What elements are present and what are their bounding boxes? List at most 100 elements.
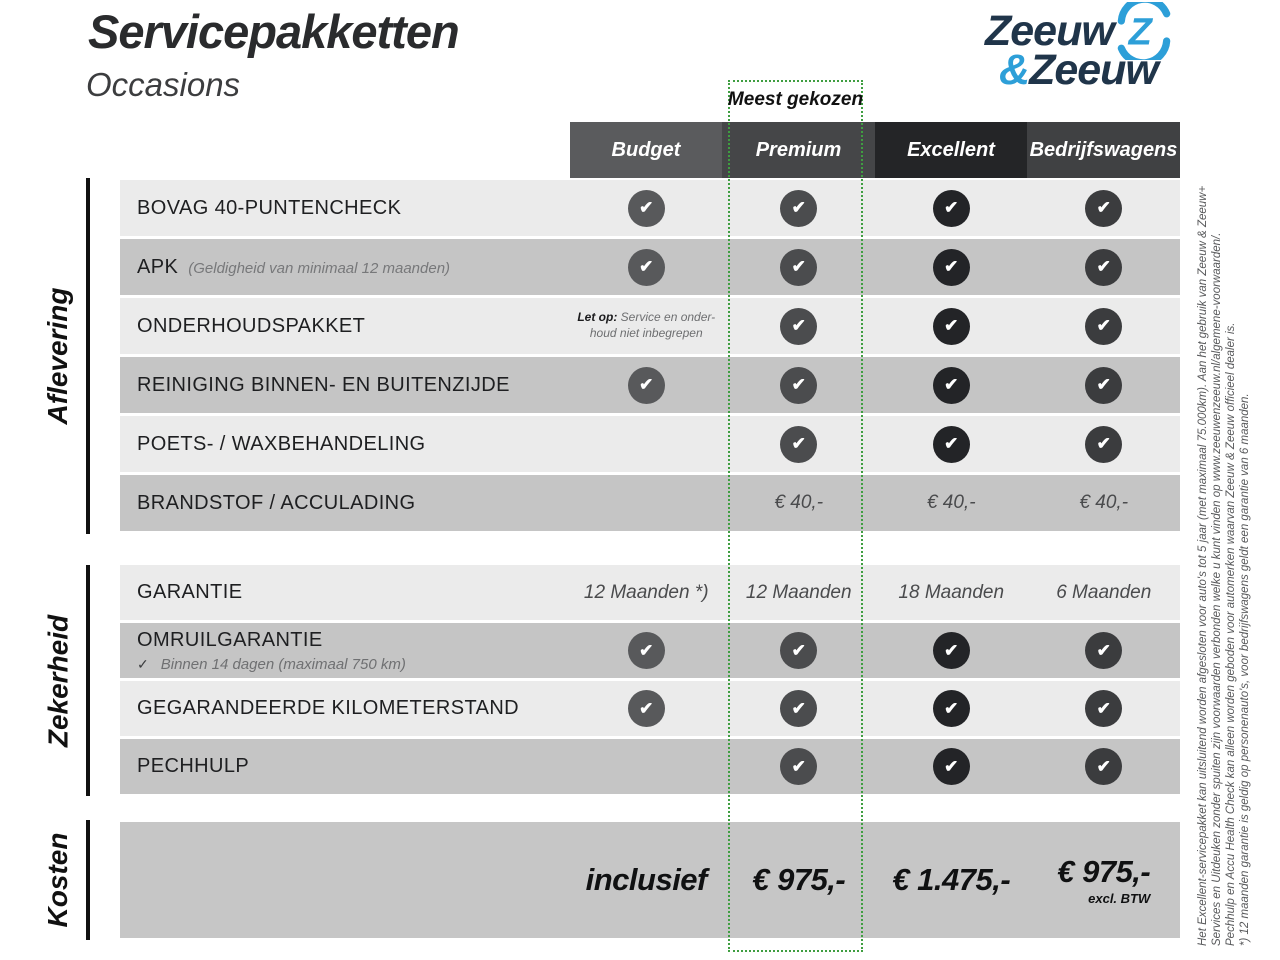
column-header-excellent: Excellent — [875, 122, 1027, 178]
check-cell-excellent: ✔ — [875, 739, 1028, 794]
row-label: BOVAG 40-PUNTENCHECK — [137, 196, 402, 219]
check-icon: ✔ — [780, 366, 818, 404]
check-cell-bedrijfswagens: ✔ — [1028, 239, 1181, 295]
table-row-garantie: GARANTIE 12 Maanden *) 12 Maanden 18 Maa… — [120, 565, 1180, 620]
page-title: Servicepakketten — [88, 5, 460, 58]
check-cell-excellent: ✔ — [875, 357, 1028, 413]
table-row-bovag: BOVAG 40-PUNTENCHECK ✔ ✔ ✔ ✔ — [120, 180, 1180, 236]
check-cell-premium: ✔ — [723, 623, 876, 678]
check-icon: ✔ — [780, 690, 818, 727]
check-cell-bedrijfswagens: ✔ — [1028, 357, 1181, 413]
row-label: PECHHULP — [137, 755, 250, 777]
check-cell-budget: ✔ — [570, 623, 723, 678]
price-cell-budget: inclusief — [585, 862, 708, 897]
value-cell-excellent: 18 Maanden — [898, 581, 1005, 603]
empty-cell-budget — [570, 739, 723, 794]
check-icon: ✓ — [137, 655, 149, 672]
section-label-kosten: Kosten — [42, 832, 73, 928]
section-label-aflevering: Aflevering — [42, 287, 73, 425]
check-cell-premium: ✔ — [723, 739, 876, 794]
page-subtitle: Occasions — [86, 66, 241, 103]
check-icon: ✔ — [932, 248, 970, 286]
check-cell-bedrijfswagens: ✔ — [1028, 739, 1181, 794]
price-note: excl. BTW — [1088, 891, 1151, 906]
section-zekerheid: GARANTIE 12 Maanden *) 12 Maanden 18 Maa… — [120, 565, 1180, 797]
z-swoosh-icon: Z — [1117, 2, 1171, 60]
row-label: GARANTIE — [137, 581, 243, 603]
check-cell-excellent: ✔ — [875, 681, 1028, 736]
check-icon: ✔ — [1085, 248, 1123, 286]
row-label: ONDERHOUDSPAKKET — [137, 314, 366, 337]
row-label: BRANDSTOF / ACCULADING — [137, 491, 416, 514]
table-row-poets: POETS- / WAXBEHANDELING ✔ ✔ ✔ — [120, 416, 1180, 472]
check-icon: ✔ — [1085, 366, 1123, 404]
check-icon: ✔ — [932, 307, 970, 345]
check-icon: ✔ — [780, 189, 818, 227]
note-cell-budget: Let op: Service en onder- houd niet inbe… — [570, 298, 723, 354]
empty-cell-budget — [570, 475, 723, 531]
check-icon: ✔ — [1085, 189, 1123, 227]
check-cell-premium: ✔ — [723, 239, 876, 295]
footnote-line: Het Excellent-servicepakket kan uitsluit… — [1197, 185, 1209, 946]
table-row-apk: APK (Geldigheid van minimaal 12 maanden)… — [120, 239, 1180, 295]
check-cell-premium: ✔ — [723, 357, 876, 413]
logo-word-1: Zeeuw — [985, 6, 1115, 55]
table-row-pechhulp: PECHHULP ✔ ✔ ✔ — [120, 739, 1180, 794]
logo-ampersand: & — [999, 46, 1030, 94]
row-note: (Geldigheid van minimaal 12 maanden) — [188, 259, 451, 277]
table-row-omruilgarantie: OMRUILGARANTIE ✓ Binnen 14 dagen (maxima… — [120, 623, 1180, 678]
check-icon: ✔ — [932, 690, 970, 727]
section-divider-zekerheid — [86, 565, 90, 796]
check-cell-budget: ✔ — [570, 357, 723, 413]
price-cell-bedrijfswagens: € 975,- excl. BTW — [1057, 854, 1151, 906]
check-icon: ✔ — [932, 748, 970, 785]
check-cell-bedrijfswagens: ✔ — [1028, 416, 1181, 472]
check-icon: ✔ — [932, 189, 970, 227]
check-icon: ✔ — [1085, 307, 1123, 345]
check-icon: ✔ — [1085, 632, 1123, 669]
check-cell-premium: ✔ — [723, 416, 876, 472]
price-cell-premium: € 975,- — [752, 862, 846, 897]
check-cell-bedrijfswagens: ✔ — [1028, 298, 1181, 354]
check-cell-bedrijfswagens: ✔ — [1028, 180, 1181, 236]
check-icon: ✔ — [1085, 690, 1123, 727]
check-cell-excellent: ✔ — [875, 239, 1028, 295]
check-cell-excellent: ✔ — [875, 623, 1028, 678]
row-label: APK (Geldigheid van minimaal 12 maanden) — [137, 255, 451, 278]
check-cell-premium: ✔ — [723, 180, 876, 236]
column-header-bedrijfswagens: Bedrijfswagens — [1027, 122, 1180, 178]
check-icon: ✔ — [780, 425, 818, 463]
value-cell-excellent: € 40,- — [926, 492, 976, 513]
price-cell-excellent: € 1.475,- — [892, 862, 1011, 897]
check-icon: ✔ — [780, 248, 818, 286]
check-icon: ✔ — [780, 632, 818, 669]
check-icon: ✔ — [1085, 748, 1123, 785]
section-label-zekerheid: Zekerheid — [42, 614, 74, 748]
row-label: REINIGING BINNEN- EN BUITENZIJDE — [137, 373, 510, 396]
check-icon: ✔ — [780, 307, 818, 345]
value-cell-bedrijfswagens: € 40,- — [1079, 492, 1129, 513]
check-cell-budget: ✔ — [570, 239, 723, 295]
table-row-onderhoudspakket: ONDERHOUDSPAKKET Let op: Service en onde… — [120, 298, 1180, 354]
value-cell-bedrijfswagens: 6 Maanden — [1056, 581, 1152, 603]
row-note: ✓ Binnen 14 dagen (maximaal 750 km) — [137, 655, 406, 673]
column-header-budget: Budget — [570, 122, 722, 178]
footnotes: Het Excellent-servicepakket kan uitsluit… — [1196, 86, 1254, 946]
check-cell-bedrijfswagens: ✔ — [1028, 623, 1181, 678]
value-cell-premium: € 40,- — [774, 492, 824, 513]
check-icon: ✔ — [932, 632, 970, 669]
check-icon: ✔ — [627, 366, 665, 404]
check-icon: ✔ — [627, 690, 665, 727]
value-cell-premium: 12 Maanden — [745, 581, 852, 603]
column-header-premium: Premium — [722, 122, 875, 178]
onderhoud-budget-note: Let op: Service en onder- houd niet inbe… — [577, 310, 716, 340]
kosten-spacer — [120, 822, 570, 938]
check-cell-premium: ✔ — [723, 681, 876, 736]
column-headers: Budget Premium Excellent Bedrijfswagens — [570, 122, 1180, 178]
value-cell-budget: 12 Maanden *) — [583, 581, 709, 603]
section-divider-kosten — [86, 820, 90, 940]
section-kosten: inclusief € 975,- € 1.475,- € 975,- excl… — [120, 822, 1180, 938]
check-icon: ✔ — [932, 366, 970, 404]
check-cell-excellent: ✔ — [875, 180, 1028, 236]
